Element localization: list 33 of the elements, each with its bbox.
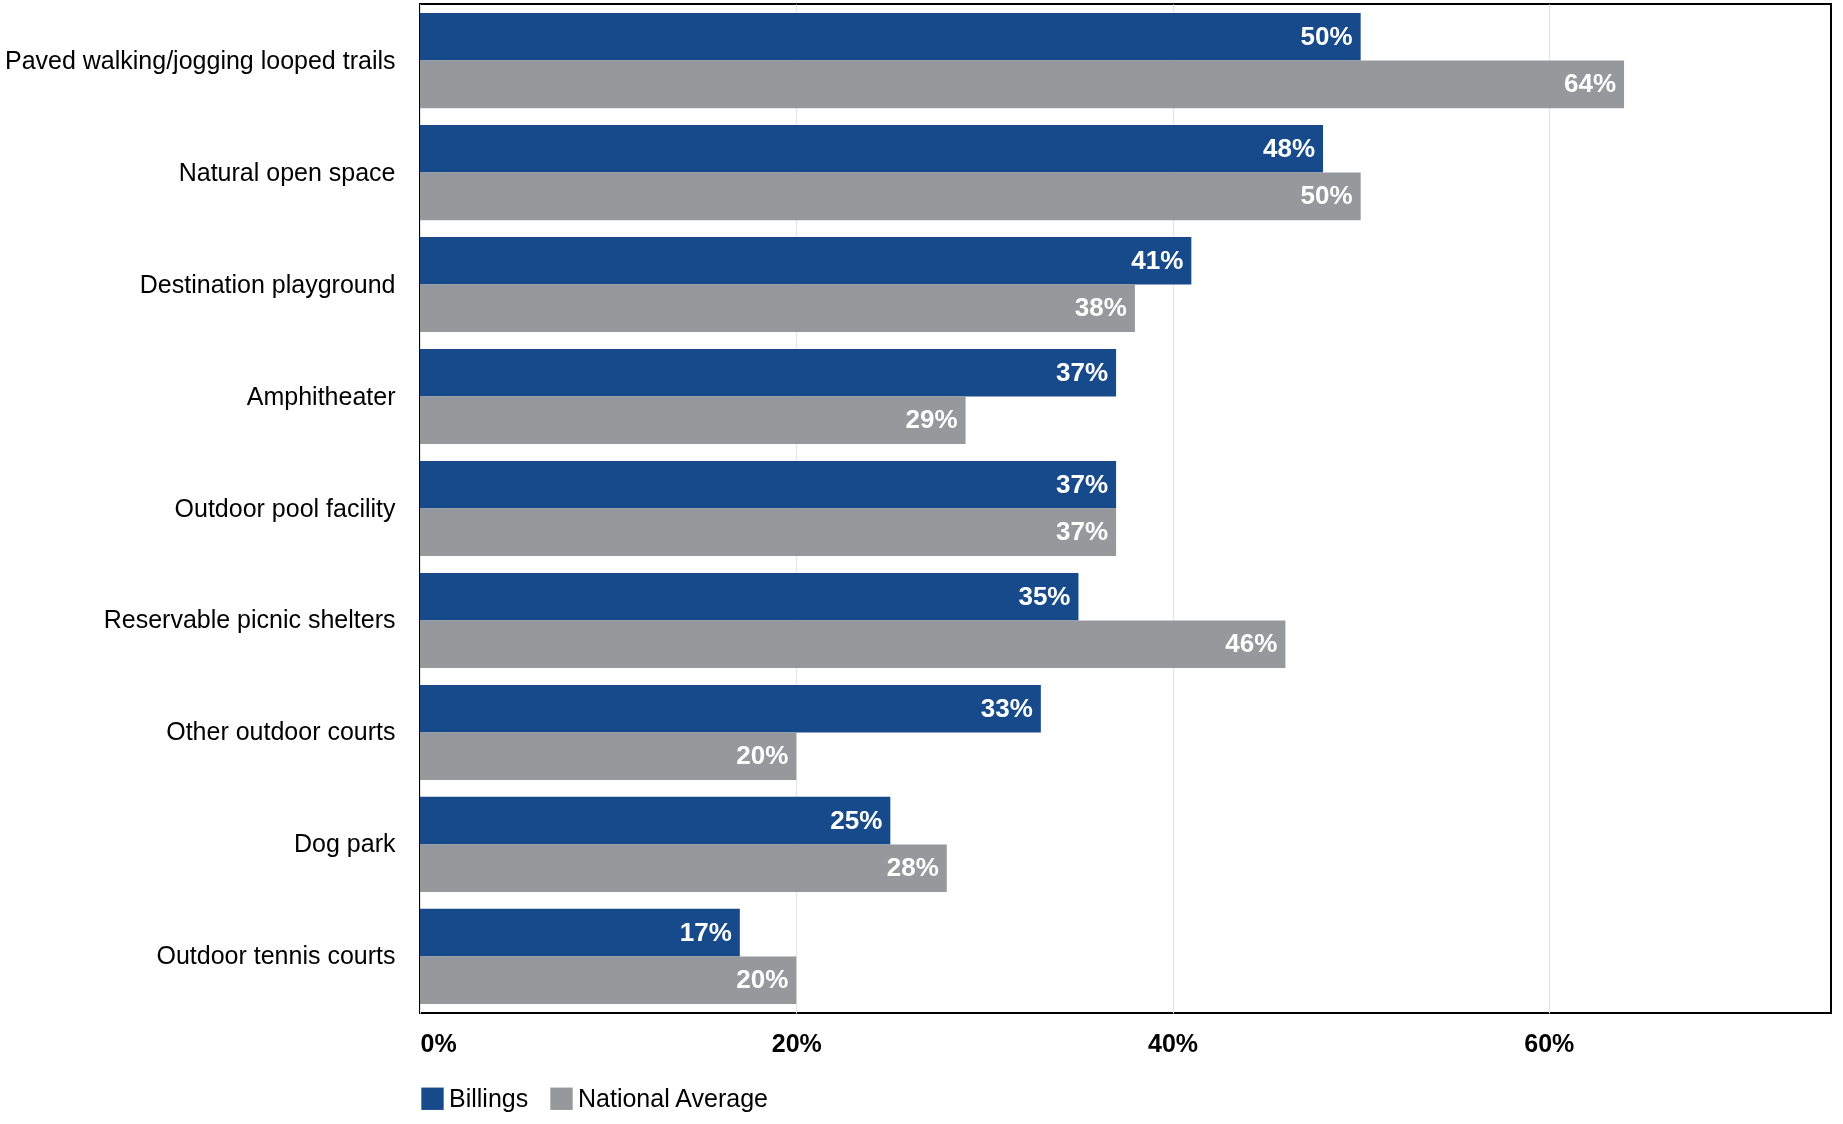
x-tick-label: 40% (1148, 1028, 1199, 1057)
y-tick-label: Natural open space (178, 157, 396, 186)
data-label: 48% (1262, 132, 1316, 163)
data-label: 50% (1300, 20, 1353, 51)
data-label: 35% (1018, 580, 1071, 611)
data-label: 50% (1300, 180, 1353, 211)
y-tick-label: Outdoor pool facility (174, 493, 396, 522)
data-label: 17% (679, 916, 732, 947)
y-tick-label: Destination playground (139, 269, 396, 298)
y-tick-label: Dog park (294, 829, 396, 858)
data-label: 37% (1056, 356, 1109, 387)
data-label: 37% (1056, 468, 1109, 499)
x-tick-label: 60% (1524, 1028, 1575, 1057)
data-label: 64% (1564, 68, 1617, 99)
legend-label: National Average (578, 1083, 768, 1112)
y-tick-label: Reservable picnic shelters (103, 605, 396, 634)
data-label: 20% (736, 740, 789, 771)
y-tick-label: Other outdoor courts (166, 717, 396, 746)
data-label: 38% (1074, 292, 1127, 323)
data-label: 33% (980, 692, 1033, 723)
data-label: 37% (1056, 516, 1109, 547)
data-label: 46% (1225, 628, 1278, 659)
x-tick-label: 0% (420, 1028, 457, 1057)
data-label: 41% (1131, 244, 1184, 275)
y-tick-label: Paved walking/jogging looped trails (4, 45, 396, 74)
data-label: 25% (830, 804, 883, 835)
data-label: 29% (905, 404, 958, 435)
data-label: 28% (886, 852, 939, 883)
y-tick-label: Outdoor tennis courts (156, 941, 396, 970)
data-label: 20% (736, 964, 789, 995)
x-tick-label: 20% (771, 1028, 822, 1057)
y-tick-label: Amphitheater (246, 381, 396, 410)
legend-label: Billings (449, 1083, 529, 1112)
